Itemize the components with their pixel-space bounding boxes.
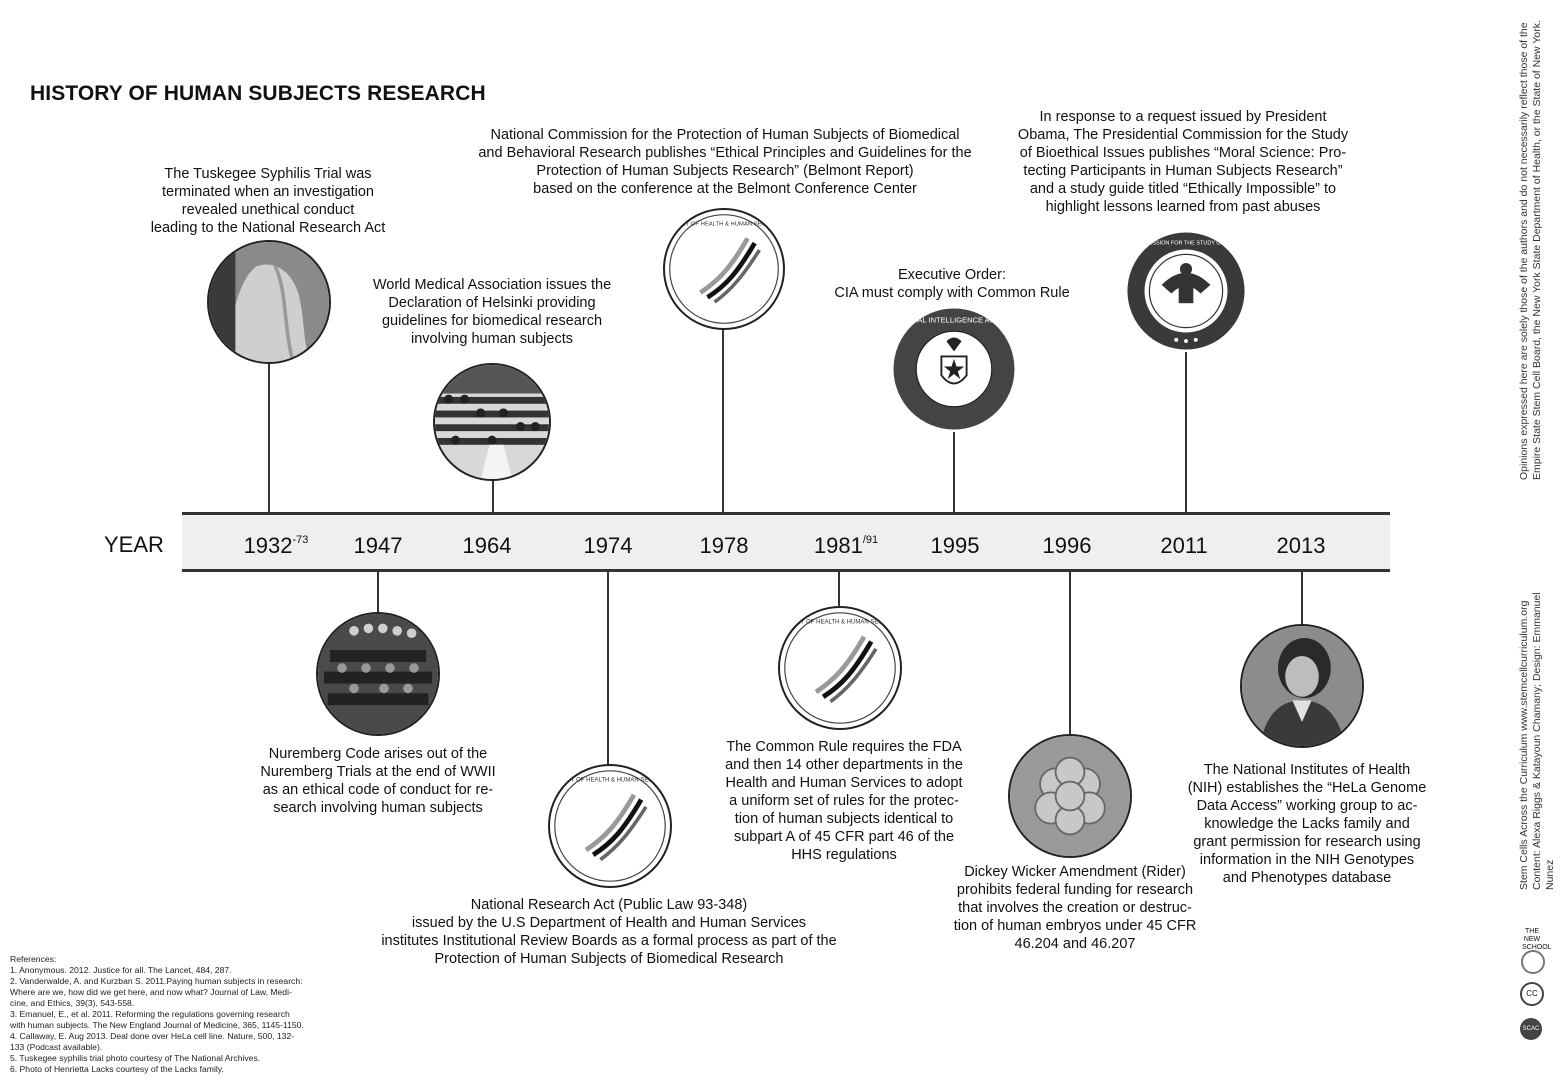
stem-1974: [607, 572, 609, 766]
year-2013: 2013: [1276, 533, 1326, 558]
system-logo-icon: [1521, 950, 1545, 974]
stem-1978: [722, 326, 724, 512]
nuremberg-trials-photo: [316, 612, 440, 736]
new-school-logo: THE NEW SCHOOL: [1522, 928, 1552, 951]
references: References: 1. Anonymous. 2012. Justice …: [10, 954, 304, 1074]
credits-line-2: Content: Alexa Riggs & Katayoun Chamany;…: [1531, 592, 1556, 890]
hhs-seal-text: DEPARTMENT OF HEALTH & HUMAN SERVICES, U…: [550, 778, 670, 784]
year-axis-label: YEAR: [104, 532, 164, 557]
stem-2013: [1301, 572, 1303, 626]
stem-1932: [268, 358, 270, 512]
year-1947: 1947: [353, 533, 403, 558]
year-1981: 1981/91: [813, 533, 879, 558]
henrietta-lacks-photo: [1240, 624, 1364, 748]
event-1964-text: World Medical Association issues the Dec…: [372, 277, 612, 347]
event-1932-text: The Tuskegee Syphilis Trial was terminat…: [150, 166, 386, 236]
credits-text: Stem Cells Across the Curriculum www.ste…: [1518, 560, 1557, 890]
event-1995-text: Executive Order: CIA must comply with Co…: [834, 267, 1070, 301]
event-1996-text: Dickey Wicker Amendment (Rider) prohibit…: [953, 864, 1197, 952]
year-1964: 1964: [462, 533, 512, 558]
hhs-seal-1978: DEPARTMENT OF HEALTH & HUMAN SERVICES, U…: [663, 208, 785, 330]
credits-line-1: Stem Cells Across the Curriculum www.ste…: [1518, 600, 1530, 890]
cia-seal-text: CENTRAL INTELLIGENCE AGENCY: [891, 315, 1016, 324]
stem-1995: [953, 428, 955, 512]
pcsbi-seal-text: PRESIDENTIAL COMMISSION FOR THE STUDY OF…: [1125, 241, 1247, 247]
year-2011: 2011: [1160, 533, 1208, 558]
stem-1964: [492, 476, 494, 512]
event-2013-text: The National Institutes of Health (NIH) …: [1187, 762, 1427, 886]
logos: THE NEW SCHOOL CC SCAC: [1520, 890, 1552, 1060]
disclaimer-text: Opinions expressed here are solely those…: [1518, 20, 1543, 480]
stem-1981: [838, 572, 840, 606]
stem-1947: [377, 572, 379, 614]
tuskegee-photo: [207, 240, 331, 364]
year-1974: 1974: [583, 533, 633, 558]
hhs-seal-text: DEPARTMENT OF HEALTH & HUMAN SERVICES, U…: [665, 221, 783, 227]
hhs-seal-1974: DEPARTMENT OF HEALTH & HUMAN SERVICES, U…: [548, 764, 672, 888]
helsinki-assembly-photo: [433, 363, 551, 481]
cc-logo-icon: CC: [1520, 982, 1544, 1006]
year-1978: 1978: [699, 533, 749, 558]
event-1981-text: The Common Rule requires the FDA and the…: [725, 739, 963, 863]
embryo-photo: [1008, 734, 1132, 858]
hhs-seal-text: DEPARTMENT OF HEALTH & HUMAN SERVICES, U…: [780, 620, 900, 626]
stem-2011: [1185, 350, 1187, 512]
year-1996: 1996: [1042, 533, 1092, 558]
presidential-commission-seal: PRESIDENTIAL COMMISSION FOR THE STUDY OF…: [1125, 230, 1247, 352]
event-1978-text: National Commission for the Protection o…: [478, 127, 972, 197]
hhs-seal-1981: DEPARTMENT OF HEALTH & HUMAN SERVICES, U…: [778, 606, 902, 730]
stem-1996: [1069, 572, 1071, 734]
year-1995: 1995: [930, 533, 980, 558]
cia-seal: CENTRAL INTELLIGENCE AGENCY: [891, 306, 1017, 432]
timeline-band: [182, 512, 1390, 572]
page-title: HISTORY OF HUMAN SUBJECTS RESEARCH: [30, 82, 486, 105]
event-1974-text: National Research Act (Public Law 93-348…: [381, 897, 837, 967]
event-1947-text: Nuremberg Code arises out of the Nurembe…: [260, 746, 496, 816]
scac-logo-icon: SCAC: [1520, 1018, 1542, 1040]
event-2011-text: In response to a request issued by Presi…: [1017, 109, 1349, 215]
year-1932: 1932-73: [243, 533, 309, 558]
